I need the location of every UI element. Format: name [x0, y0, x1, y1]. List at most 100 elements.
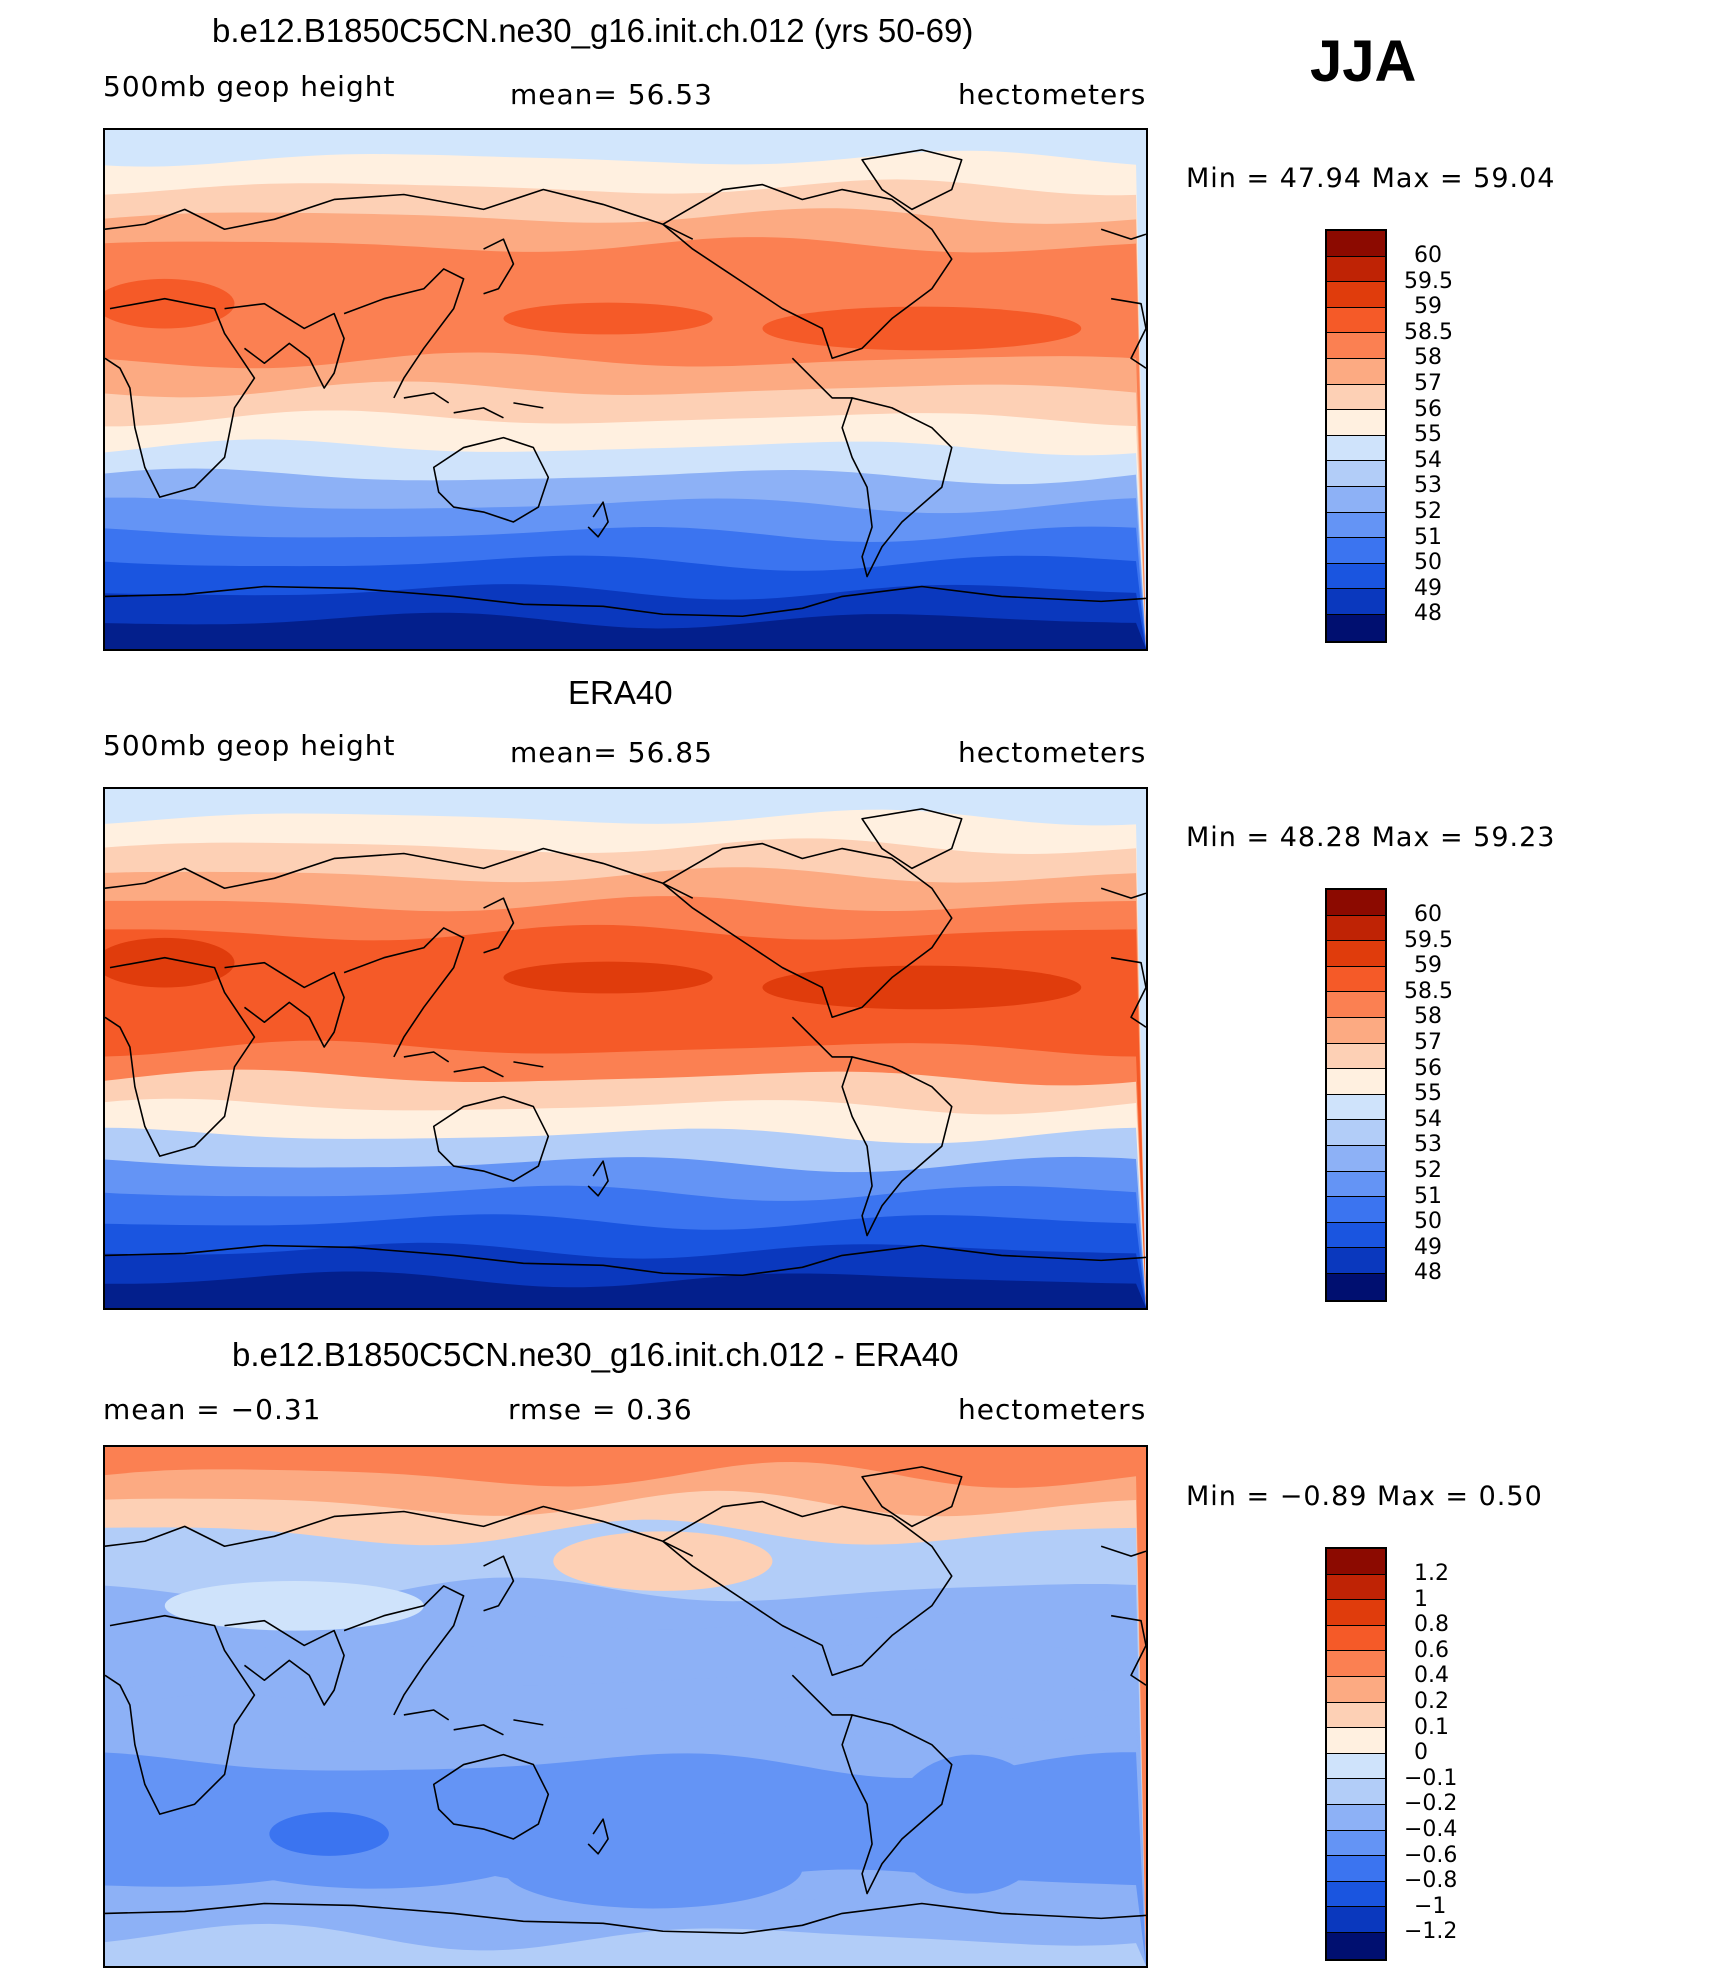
colorbar-tick-label: 0.4 [1414, 1663, 1449, 1689]
coastline [1100, 887, 1146, 1028]
coastline [587, 1818, 609, 1855]
colorbar-swatch [1327, 941, 1385, 967]
coastline [861, 149, 963, 211]
colorbar-swatch [1327, 1907, 1385, 1933]
coastline [105, 297, 256, 498]
coastline [587, 1160, 609, 1197]
high-pressure-cell [503, 302, 713, 335]
colorbar-swatch [1327, 614, 1385, 641]
colorbar-tick-label: 59 [1414, 294, 1442, 320]
high-pressure-cell [105, 278, 235, 329]
coastline [841, 1714, 953, 1895]
colorbar-swatch [1327, 589, 1385, 615]
colorbar-tick-label: 60 [1414, 243, 1442, 268]
coastline [105, 1244, 1146, 1277]
colorbar-swatch [1327, 1222, 1385, 1249]
colorbar-tick-label: 59.5 [1404, 268, 1453, 294]
coastline [791, 1016, 853, 1058]
colorbar-tick-label: 56 [1414, 396, 1442, 422]
colorbar-tick-label: 54 [1414, 1106, 1442, 1132]
colorbar-swatch [1327, 563, 1385, 590]
colorbar-tick-label: 0.2 [1414, 1689, 1449, 1714]
colorbar-swatch [1327, 1830, 1385, 1857]
coastline [105, 1902, 1146, 1935]
colorbar-tick-label: −1 [1414, 1893, 1447, 1919]
coastline [432, 1095, 550, 1182]
colorbar-tick-label: 52 [1414, 499, 1442, 524]
colorbar-swatch [1327, 410, 1385, 436]
panel-1-map [103, 128, 1148, 651]
colorbar-swatch [1327, 1702, 1385, 1729]
colorbar-swatch [1327, 1248, 1385, 1274]
high-pressure-cell [762, 965, 1082, 1010]
colorbar-swatch [1327, 486, 1385, 513]
panel-1-map-svg [105, 130, 1146, 649]
panel-3-mean: mean = −0.31 [103, 1393, 322, 1426]
high-pressure-cell [503, 961, 713, 994]
colorbar-tick-label: −0.6 [1404, 1842, 1458, 1868]
colorbar-swatch [1327, 1017, 1385, 1044]
contour-band [105, 1271, 1146, 1308]
colorbar-swatch [1327, 512, 1385, 539]
coastline [224, 302, 345, 389]
colorbar-swatch [1327, 307, 1385, 334]
panel-2-map-svg [105, 789, 1146, 1308]
panel-2-minmax: Min = 48.28 Max = 59.23 [1186, 822, 1556, 853]
panel-1-title: b.e12.B1850C5CN.ne30_g16.init.ch.012 (yr… [212, 12, 974, 49]
colorbar-swatch [1327, 966, 1385, 993]
coastline [1100, 1545, 1146, 1686]
colorbar-tick-label: 55 [1414, 1081, 1442, 1107]
colorbar-swatch [1327, 992, 1385, 1018]
colorbar-tick-label: 51 [1414, 1183, 1442, 1209]
colorbar-tick-label: 51 [1414, 524, 1442, 550]
colorbar-tick-label: 48 [1414, 601, 1442, 627]
season-label: JJA [1310, 29, 1417, 94]
panel-3-colorbar [1325, 1547, 1387, 1961]
colorbar-swatch [1327, 538, 1385, 564]
coastline [403, 392, 544, 419]
coastline [662, 183, 953, 360]
panel-1-mean: mean= 56.53 [510, 78, 713, 111]
colorbar-swatch [1327, 915, 1385, 942]
colorbar-swatch [1327, 1574, 1385, 1601]
colorbar-swatch [1327, 461, 1385, 487]
panel-2-units: hectometers [958, 736, 1147, 769]
coastline [224, 961, 345, 1048]
colorbar-swatch [1327, 384, 1385, 411]
panel-2-mean: mean= 56.85 [510, 736, 713, 769]
panel-3-minmax: Min = −0.89 Max = 0.50 [1186, 1481, 1543, 1512]
coastline [105, 847, 694, 899]
panel-2-map [103, 787, 1148, 1310]
colorbar-tick-label: 49 [1414, 1234, 1442, 1260]
panel-2-title: ERA40 [568, 674, 673, 711]
colorbar-tick-label: 59.5 [1404, 927, 1453, 953]
colorbar-swatch [1327, 1804, 1385, 1831]
colorbar-tick-label: 0 [1414, 1740, 1428, 1766]
anomaly-region [164, 1580, 424, 1631]
colorbar-tick-label: 48 [1414, 1260, 1442, 1286]
panel-1-minmax: Min = 47.94 Max = 59.04 [1186, 163, 1556, 194]
colorbar-swatch [1327, 890, 1385, 916]
colorbar-swatch [1327, 1753, 1385, 1780]
panel-3-units: hectometers [958, 1393, 1147, 1426]
colorbar-swatch [1327, 1881, 1385, 1908]
colorbar-swatch [1327, 358, 1385, 385]
colorbar-tick-label: 1.2 [1414, 1561, 1449, 1586]
colorbar-tick-label: −0.8 [1404, 1868, 1458, 1894]
anomaly-region [891, 1754, 1052, 1894]
colorbar-swatch [1327, 1779, 1385, 1805]
colorbar-swatch [1327, 1651, 1385, 1677]
colorbar-tick-label: 52 [1414, 1158, 1442, 1183]
coastline [224, 1619, 345, 1706]
colorbar-swatch [1327, 231, 1385, 257]
anomaly-region [503, 1829, 803, 1909]
anomaly-region [553, 1531, 773, 1591]
colorbar-tick-label: 59 [1414, 953, 1442, 979]
colorbar-swatch [1327, 1145, 1385, 1172]
panel-1-colorbar [1325, 229, 1387, 643]
panel-2-field-label: 500mb geop height [103, 729, 396, 762]
colorbar-swatch [1327, 1625, 1385, 1652]
coastline [105, 1614, 256, 1815]
colorbar-tick-label: 56 [1414, 1055, 1442, 1081]
coastline [432, 1753, 550, 1840]
